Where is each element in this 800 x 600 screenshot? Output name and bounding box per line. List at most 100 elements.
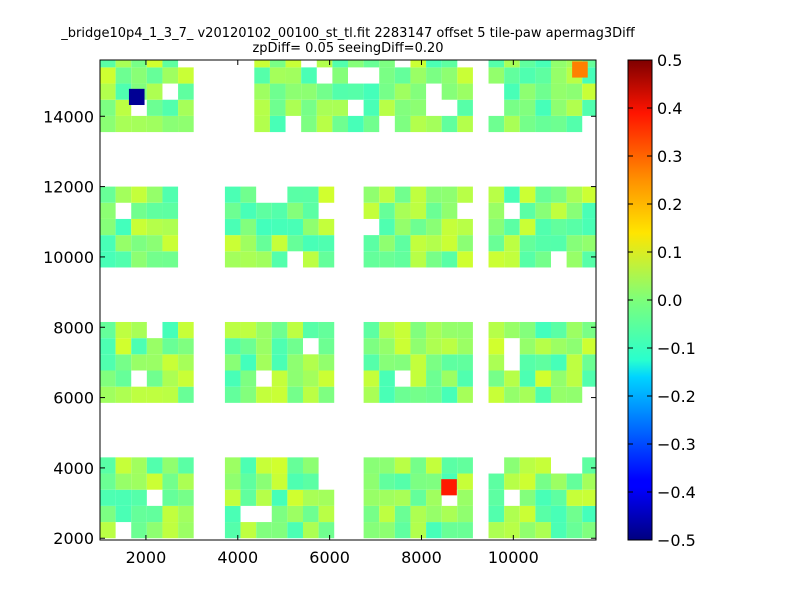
heatmap-cell: [410, 83, 427, 100]
heatmap-cell: [131, 186, 147, 203]
heatmap-cell: [131, 321, 147, 339]
heatmap-cell: [162, 202, 179, 219]
heatmap-cell: [316, 83, 333, 100]
heatmap-cell: [504, 186, 520, 203]
heatmap-cell: [582, 505, 596, 523]
heatmap-cell: [115, 457, 132, 474]
heatmap-cell: [240, 354, 257, 371]
heatmap-cell: [302, 202, 319, 219]
heatmap-cell: [457, 489, 473, 506]
heatmap-cell: [504, 386, 520, 403]
heatmap-cell: [146, 457, 163, 474]
heatmap-cell: [457, 115, 473, 133]
x-tick-label: 6000: [309, 548, 350, 567]
heatmap-cell: [285, 60, 302, 68]
heatmap-cell: [162, 235, 179, 252]
heatmap-cell: [379, 338, 395, 355]
heatmap-cell: [115, 370, 132, 387]
heatmap-cell: [100, 186, 116, 203]
heatmap-cell: [426, 67, 442, 84]
heatmap-cell: [426, 522, 442, 539]
heatmap-cell: [550, 386, 567, 403]
heatmap-cell: [318, 354, 335, 371]
heatmap-cell: [550, 60, 567, 68]
heatmap-cell: [302, 235, 319, 252]
heatmap-cell: [256, 489, 272, 506]
heatmap-cell: [379, 522, 395, 539]
heatmap-cell: [488, 370, 505, 387]
heatmap-cell: [271, 505, 288, 523]
heatmap-cell: [535, 83, 551, 100]
heatmap-cell: [379, 386, 395, 403]
heatmap-cell: [582, 202, 596, 219]
heatmap-cell: [146, 235, 163, 252]
y-tick-label: 8000: [53, 318, 94, 337]
heatmap-cell: [178, 67, 194, 84]
heatmap-cell: [240, 338, 257, 355]
heatmap-cell: [566, 473, 583, 490]
plot-frame: [99, 59, 597, 541]
heatmap-cell: [504, 115, 520, 133]
heatmap-cell: [379, 473, 395, 490]
heatmap-cell: [271, 321, 288, 339]
heatmap-cell: [363, 321, 380, 339]
heatmap-cell: [162, 489, 179, 506]
heatmap-outlier-cell: [572, 61, 588, 78]
x-axis: 2000 4000 6000 8000 10000: [126, 60, 539, 567]
heatmap-cell: [363, 83, 380, 100]
heatmap-cell: [269, 60, 286, 68]
heatmap-cell: [115, 251, 132, 268]
heatmap-cell: [318, 186, 335, 203]
heatmap-cell: [426, 338, 442, 355]
heatmap-cell: [379, 505, 395, 523]
heatmap-cell: [318, 235, 335, 252]
heatmap-cell: [550, 235, 567, 252]
heatmap-cell: [146, 354, 163, 371]
heatmap-cell: [457, 354, 473, 371]
heatmap-cell: [271, 473, 288, 490]
heatmap-cell: [240, 386, 257, 403]
heatmap-cell: [100, 522, 116, 539]
colorbar-tick-label: 0.0: [657, 291, 682, 310]
heatmap-cell: [457, 251, 473, 268]
heatmap-cell: [426, 202, 442, 219]
heatmap-cell: [504, 83, 520, 100]
heatmap-cell: [535, 505, 551, 523]
colorbar-tick-label: −0.2: [657, 387, 696, 406]
heatmap-cell: [488, 338, 505, 355]
heatmap-cell: [582, 186, 596, 203]
heatmap-cell: [301, 67, 317, 84]
heatmap-cell: [457, 522, 473, 539]
heatmap-cell: [535, 251, 551, 268]
heatmap-cell: [535, 115, 551, 133]
heatmap-cell: [318, 251, 335, 268]
heatmap-cell: [410, 99, 427, 116]
heatmap-cell: [441, 83, 458, 100]
heatmap-cell: [332, 99, 348, 116]
heatmap-cell: [146, 186, 163, 203]
heatmap-cell: [115, 186, 132, 203]
heatmap-cell: [441, 457, 458, 474]
colorbar-tick-label: 0.2: [657, 195, 682, 214]
heatmap-cell: [146, 251, 163, 268]
colorbar-tick-label: −0.5: [657, 531, 696, 550]
heatmap-cell: [287, 473, 303, 490]
heatmap-cell: [301, 115, 317, 133]
heatmap-cell: [363, 99, 380, 116]
heatmap-cell: [146, 218, 163, 236]
heatmap-cell: [566, 186, 583, 203]
heatmap-cell: [394, 99, 411, 116]
heatmap-cell: [457, 321, 473, 339]
heatmap-cell: [115, 115, 132, 133]
heatmap-cell: [131, 67, 147, 84]
heatmap-cell: [115, 83, 132, 100]
heatmap-cell: [271, 202, 288, 219]
heatmap-cell: [566, 489, 583, 506]
heatmap-cell: [256, 338, 272, 355]
heatmap-cell: [287, 321, 303, 339]
heatmap-cell: [550, 186, 567, 203]
heatmap-cell: [535, 218, 551, 236]
heatmap-cell: [550, 489, 567, 506]
heatmap-cell: [287, 235, 303, 252]
heatmap-cell: [131, 489, 147, 506]
